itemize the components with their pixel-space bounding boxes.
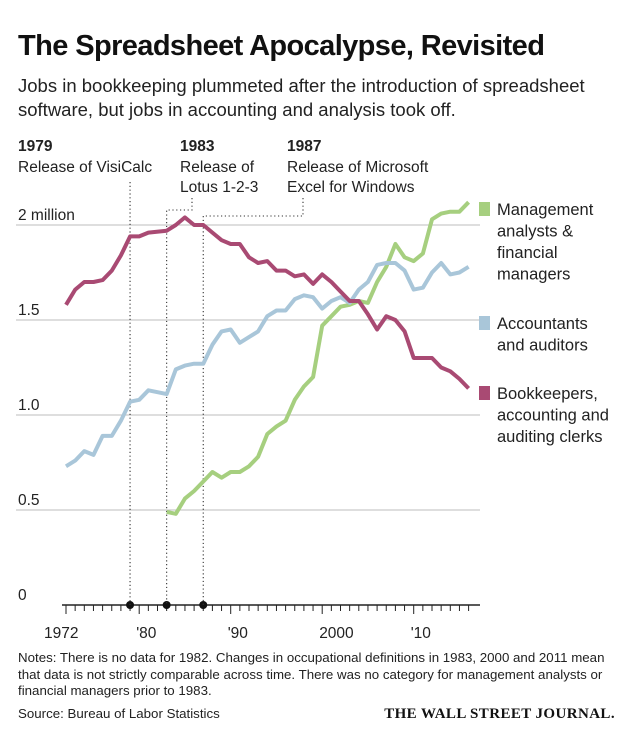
legend-label: Accountants and auditors [497, 315, 588, 355]
chart-notes: Notes: There is no data for 1982. Change… [18, 650, 605, 698]
series-line [166, 200, 471, 516]
y-tick-label: 0.5 [18, 492, 40, 509]
legend-swatch [479, 202, 490, 216]
chart-source: Source: Bureau of Labor Statistics [18, 706, 220, 721]
event-marker-dot [199, 601, 208, 609]
legend-label: Bookkeepers, accounting and auditing clerk… [497, 385, 609, 446]
legend-label: Management analysts & financial managers [497, 201, 594, 284]
event-year-label: 1983 [180, 138, 215, 155]
chart-title: The Spreadsheet Apocalypse, Revisited [18, 30, 545, 62]
event-description: Release of Lotus 1-2-3 [180, 159, 258, 196]
event-marker-dot [162, 601, 171, 609]
publisher-brand: THE WALL STREET JOURNAL. [384, 706, 615, 722]
line-chart: 0 0.5 1.0 1.5 2 million 1972 '80 '90 2000 '10 1979… [16, 138, 609, 640]
x-tick-label: '80 [136, 625, 157, 640]
event-leader-line [202, 198, 304, 605]
y-tick-label: 2 million [18, 207, 75, 224]
y-tick-label: 0 [18, 587, 27, 604]
legend-swatch [479, 386, 490, 400]
x-tick-label: 1972 [44, 625, 78, 640]
event-year-label: 1979 [18, 138, 53, 155]
series-line [64, 215, 471, 390]
legend-swatch [479, 316, 490, 330]
x-tick-label: '10 [411, 625, 432, 640]
x-tick-label: '90 [228, 625, 249, 640]
chart-subtitle: Jobs in bookkeeping plummeted after the … [18, 75, 585, 120]
series-line [64, 261, 470, 469]
event-description: Release of Microsoft Excel for Windows [287, 159, 429, 196]
event-leader-line [166, 198, 193, 605]
y-tick-label: 1.5 [18, 302, 40, 319]
y-tick-label: 1.0 [18, 397, 40, 414]
x-tick-label: 2000 [319, 625, 354, 640]
event-description: Release of VisiCalc [18, 159, 152, 176]
event-year-label: 1987 [287, 138, 321, 155]
